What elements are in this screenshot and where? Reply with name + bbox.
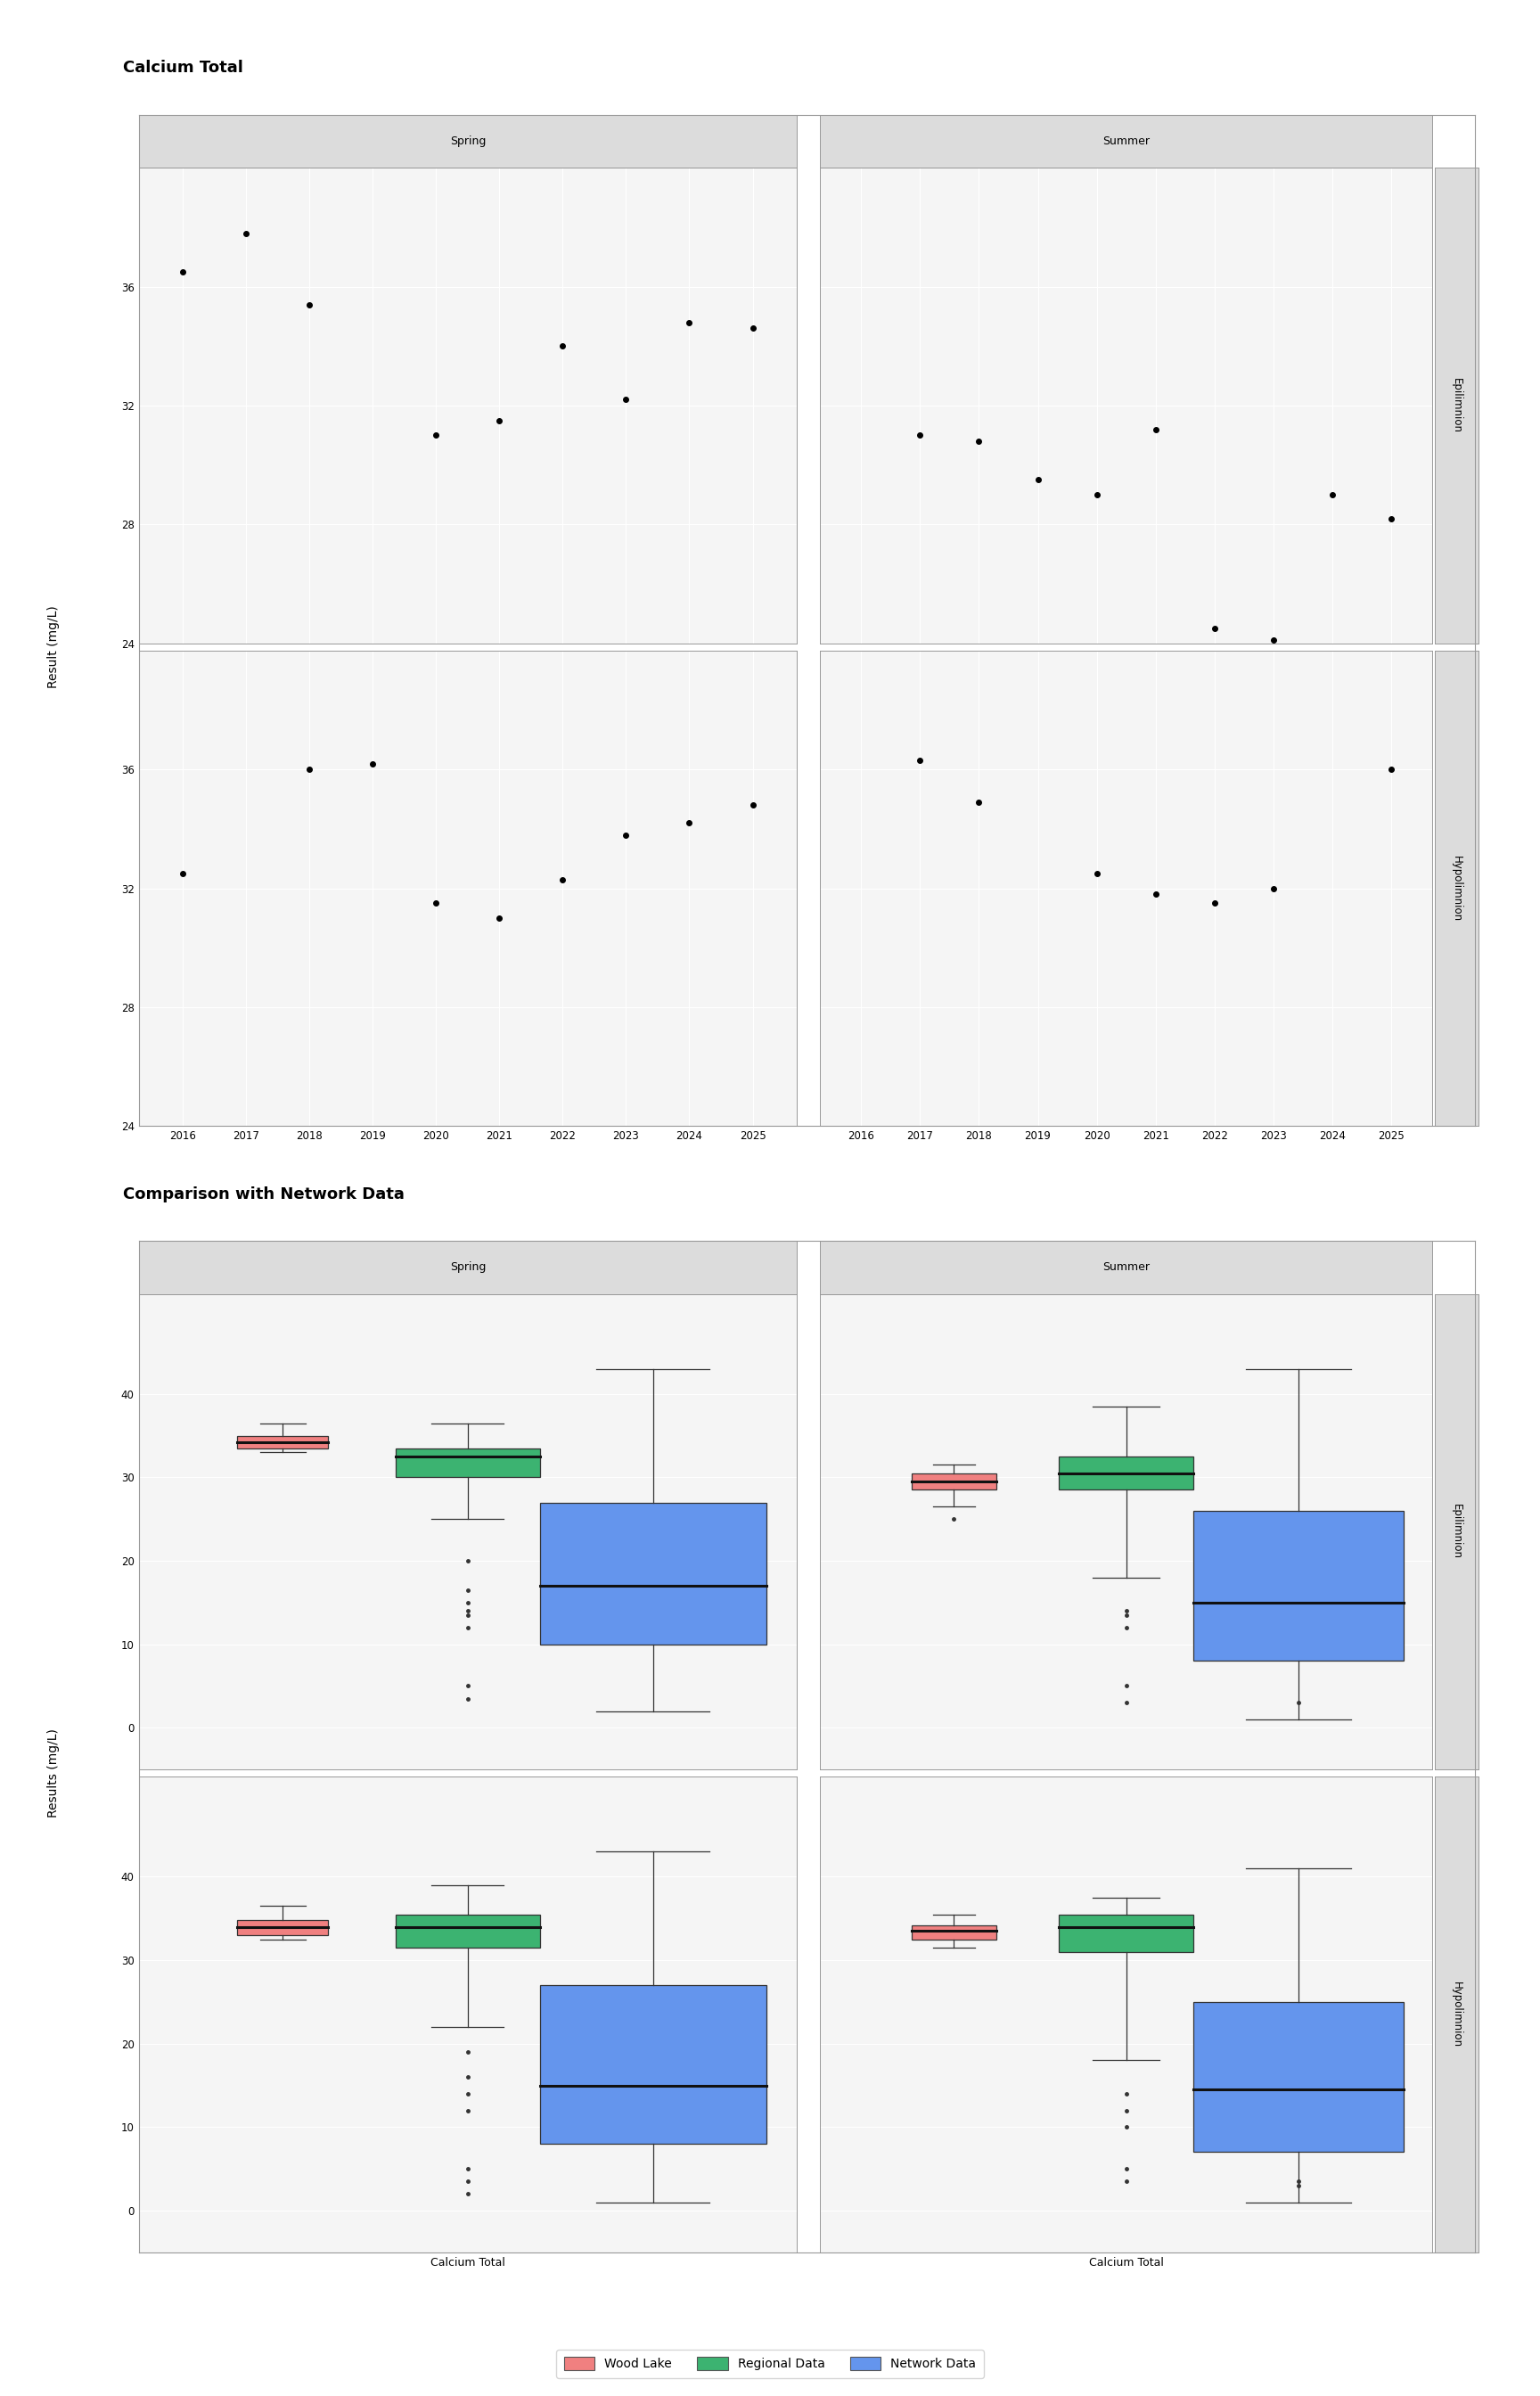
Legend: Wood Lake, Regional Data, Network Data: Wood Lake, Regional Data, Network Data: [556, 2350, 984, 2377]
Point: [967, 783, 992, 822]
Point: [297, 750, 322, 788]
Text: Comparison with Network Data: Comparison with Network Data: [123, 1186, 405, 1203]
Text: Epilimnion: Epilimnion: [1451, 1505, 1463, 1560]
Point: [907, 740, 932, 779]
Text: Epilimnion: Epilimnion: [1451, 379, 1463, 434]
Point: [741, 786, 765, 824]
Text: Spring: Spring: [450, 1263, 485, 1272]
Text: Calcium Total: Calcium Total: [123, 60, 243, 77]
Point: [1143, 875, 1167, 913]
Point: [614, 381, 639, 419]
Bar: [1060, 1914, 1193, 1953]
Point: [678, 304, 702, 343]
Bar: [541, 1502, 765, 1644]
Point: [967, 422, 992, 460]
Bar: [396, 1447, 541, 1478]
Point: [1084, 474, 1109, 513]
Text: Hypolimnion: Hypolimnion: [1451, 1981, 1463, 2049]
Point: [424, 417, 448, 455]
Point: [171, 252, 196, 290]
Bar: [912, 1474, 996, 1490]
Text: Spring: Spring: [450, 137, 485, 146]
Bar: [396, 1914, 541, 1948]
Point: [297, 285, 322, 323]
Point: [550, 860, 574, 898]
Point: [1143, 410, 1167, 448]
Text: Results (mg/L): Results (mg/L): [48, 1728, 60, 1819]
Point: [1084, 855, 1109, 894]
Point: [1378, 750, 1403, 788]
Bar: [1194, 2003, 1403, 2152]
Point: [678, 803, 702, 841]
Point: [1320, 474, 1344, 513]
Bar: [1060, 1457, 1193, 1490]
Bar: [237, 1919, 328, 1936]
Point: [614, 815, 639, 853]
Point: [487, 400, 511, 438]
Point: [171, 855, 196, 894]
Point: [550, 326, 574, 364]
Point: [424, 884, 448, 922]
Bar: [541, 1986, 765, 2144]
Text: Hypolimnion: Hypolimnion: [1451, 855, 1463, 922]
Point: [1378, 498, 1403, 537]
Point: [1261, 870, 1286, 908]
Bar: [1194, 1512, 1403, 1660]
Point: [234, 213, 259, 252]
Point: [1261, 621, 1286, 659]
Point: [1203, 884, 1227, 922]
Text: Result (mg/L): Result (mg/L): [48, 606, 60, 688]
Bar: [912, 1924, 996, 1938]
Point: [1203, 609, 1227, 647]
Point: [741, 309, 765, 347]
Text: Summer: Summer: [1103, 137, 1150, 146]
Point: [487, 898, 511, 937]
Point: [1026, 460, 1050, 498]
Point: [907, 417, 932, 455]
Point: [360, 745, 385, 783]
Bar: [237, 1435, 328, 1447]
Text: Summer: Summer: [1103, 1263, 1150, 1272]
